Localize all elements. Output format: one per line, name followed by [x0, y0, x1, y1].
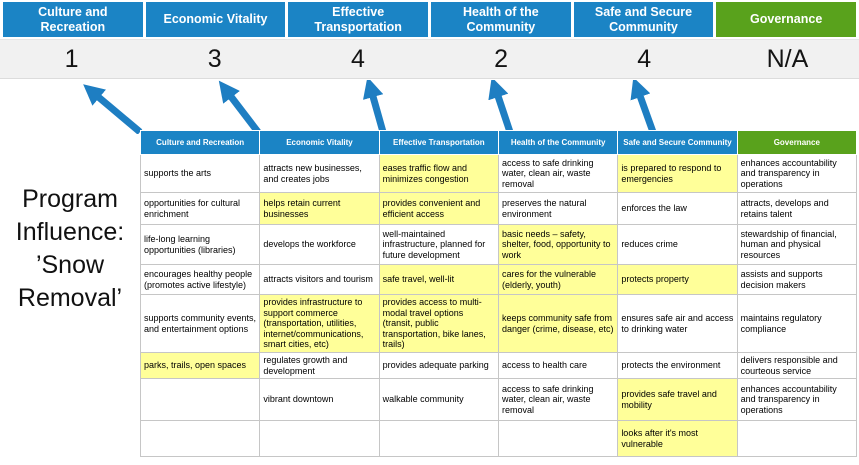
matrix-cell: well-maintained infrastructure, planned …: [378, 224, 499, 265]
banner-header: Safe and Secure Community: [573, 2, 714, 37]
matrix-cell: access to safe drinking water, clean air…: [497, 378, 619, 422]
matrix-cell: is prepared to respond to emergencies: [617, 154, 738, 193]
matrix-cell: supports community events, and entertain…: [139, 293, 261, 354]
matrix-cell: provides access to multi-modal travel op…: [378, 293, 499, 354]
banner-header: Governance: [716, 2, 856, 37]
matrix-header: Health of the Community: [497, 130, 619, 155]
score-value: 4: [637, 44, 652, 73]
matrix-row: parks, trails, open spaces regulates grow…: [139, 352, 858, 380]
influence-arrow: [363, 80, 387, 133]
matrix-cell: basic needs – safety, shelter, food, opp…: [497, 224, 619, 265]
matrix-header: Economic Vitality: [259, 130, 380, 155]
score-value: 3: [207, 44, 222, 73]
score-banner: Culture and Recreation Economic Vitality E…: [0, 0, 859, 37]
matrix-cell: access to health care: [497, 352, 619, 380]
matrix-cell: provides infrastructure to support comme…: [259, 293, 380, 354]
matrix-cell: preserves the natural environment: [497, 192, 619, 225]
influence-arrow: [630, 80, 657, 134]
score-row: 1 3 4 2 4 N/A: [0, 39, 859, 79]
matrix-cell: helps retain current businesses: [259, 192, 380, 225]
matrix-cell: maintains regulatory compliance: [736, 293, 858, 354]
matrix-cell: eases traffic flow and minimizes congest…: [378, 154, 499, 193]
matrix-cell: encourages healthy people (promotes acti…: [139, 264, 261, 295]
matrix-cell: looks after it's most vulnerable: [617, 420, 738, 458]
matrix-cell: [497, 420, 619, 458]
matrix-cell: stewardship of financial, human and phys…: [736, 224, 858, 265]
matrix-cell: [259, 420, 380, 458]
matrix-row: encourages healthy people (promotes acti…: [139, 264, 858, 295]
banner-header: Economic Vitality: [145, 2, 286, 37]
matrix-cell: [139, 420, 261, 458]
matrix-cell: attracts visitors and tourism: [259, 264, 380, 295]
influence-arrows: [83, 80, 657, 134]
matrix-cell: assists and supports decision makers: [736, 264, 858, 295]
matrix-cell: cares for the vulnerable (elderly, youth…: [497, 264, 619, 295]
matrix-cell: access to safe drinking water, clean air…: [497, 154, 619, 193]
matrix-cell: [736, 420, 858, 458]
matrix-cell: [378, 420, 499, 458]
matrix-cell: protects property: [617, 264, 738, 295]
banner-header: Culture and Recreation: [3, 2, 143, 37]
matrix-cell: protects the environment: [617, 352, 738, 380]
matrix-cell: opportunities for cultural enrichment: [139, 192, 261, 225]
influence-arrow: [488, 80, 514, 134]
matrix-cell: attracts, develops and retains talent: [736, 192, 858, 225]
matrix-cell: supports the arts: [139, 154, 261, 193]
matrix-cell: [139, 378, 261, 422]
matrix-cell: ensures safe air and access to drinking …: [617, 293, 738, 354]
matrix-cell: provides convenient and efficient access: [378, 192, 499, 225]
matrix-cell: enforces the law: [617, 192, 738, 225]
matrix-header: Safe and Secure Community: [617, 130, 738, 155]
matrix-row: looks after it's most vulnerable: [139, 420, 858, 458]
influence-arrow: [83, 84, 143, 134]
matrix-cell: provides safe travel and mobility: [617, 378, 738, 422]
matrix-header: Governance: [736, 130, 858, 155]
matrix-cell: attracts new businesses, and creates job…: [259, 154, 380, 193]
matrix-cell: parks, trails, open spaces: [139, 352, 261, 380]
score-value: 1: [64, 44, 79, 73]
matrix-cell: reduces crime: [617, 224, 738, 265]
matrix-cell: regulates growth and development: [259, 352, 380, 380]
banner-header: Health of the Community: [431, 2, 571, 37]
matrix-cell: develops the workforce: [259, 224, 380, 265]
matrix-cell: life-long learning opportunities (librar…: [139, 224, 261, 265]
banner-header: Effective Transportation: [288, 2, 428, 37]
matrix-cell: vibrant downtown: [259, 378, 380, 422]
matrix-row: vibrant downtown walkable community access…: [139, 378, 858, 422]
matrix-header: Effective Transportation: [378, 130, 499, 155]
matrix-row: supports the arts attracts new businesses…: [139, 154, 858, 193]
matrix-header: Culture and Recreation: [139, 130, 261, 155]
matrix-header-row: Culture and Recreation Economic Vitality E…: [139, 130, 858, 155]
matrix-row: opportunities for cultural enrichment hel…: [139, 192, 858, 225]
matrix-cell: delivers responsible and courteous servi…: [736, 352, 858, 380]
score-value: N/A: [766, 44, 809, 73]
influence-arrow: [218, 80, 261, 134]
score-value: 2: [494, 44, 509, 73]
page-title: Program Influence: ’Snow Removal’: [15, 185, 125, 312]
matrix-cell: enhances accountability and transparency…: [736, 154, 858, 193]
influence-matrix: Culture and Recreation Economic Vitality E…: [139, 130, 858, 458]
matrix-row: supports community events, and entertain…: [139, 293, 858, 354]
matrix-cell: walkable community: [378, 378, 499, 422]
matrix-cell: safe travel, well-lit: [378, 264, 499, 295]
matrix-cell: enhances accountability and transparency…: [736, 378, 858, 422]
matrix-cell: keeps community safe from danger (crime,…: [497, 293, 619, 354]
matrix-row: life-long learning opportunities (librar…: [139, 224, 858, 265]
matrix-cell: provides adequate parking: [378, 352, 499, 380]
score-value: 4: [350, 44, 365, 73]
